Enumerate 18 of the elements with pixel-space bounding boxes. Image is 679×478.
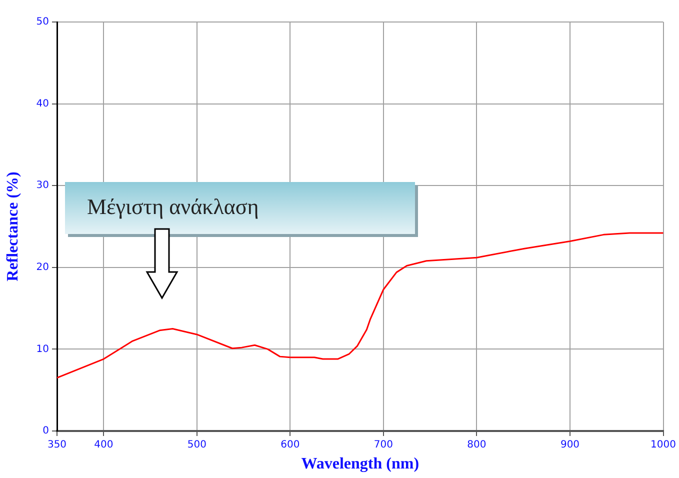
x-tick-label: 900 xyxy=(560,440,580,451)
y-tick-label: 50 xyxy=(36,16,49,28)
annotation: Μέγιστη ανάκλαση xyxy=(87,194,259,219)
y-tick-label: 20 xyxy=(36,262,49,273)
callout-box: Μέγιστη ανάκλαση xyxy=(65,182,415,234)
y-tick-label: 30 xyxy=(36,180,49,192)
y-tick-label: 40 xyxy=(36,98,49,110)
x-axis-title: Wavelength (nm) xyxy=(301,456,420,473)
y-tick-label: 0 xyxy=(42,426,49,437)
y-axis-title: Reflectance (%) xyxy=(4,172,22,282)
x-tick-label: 350 xyxy=(47,440,67,451)
x-tick-label: 600 xyxy=(280,440,300,451)
y-tick-label: 10 xyxy=(36,344,49,355)
x-tick-label: 1000 xyxy=(650,440,676,451)
x-tick-label: 500 xyxy=(187,440,206,451)
x-tick-label: 400 xyxy=(94,440,114,451)
x-tick-label: 700 xyxy=(374,440,394,451)
x-tick-label: 800 xyxy=(467,440,486,451)
